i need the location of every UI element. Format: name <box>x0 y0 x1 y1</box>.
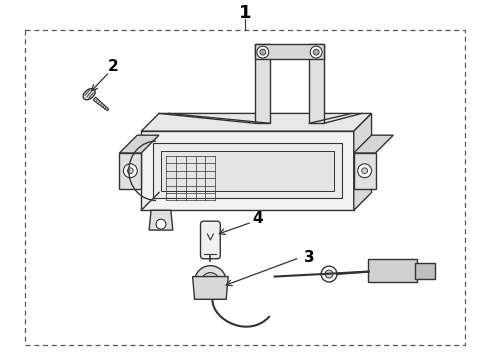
Polygon shape <box>149 210 173 230</box>
Polygon shape <box>354 153 375 189</box>
Polygon shape <box>354 113 371 210</box>
Polygon shape <box>93 97 109 111</box>
Circle shape <box>358 164 371 178</box>
Circle shape <box>127 168 133 174</box>
Bar <box>24 30 465 345</box>
Polygon shape <box>161 151 334 190</box>
Polygon shape <box>153 143 342 198</box>
Circle shape <box>362 168 368 174</box>
Text: 3: 3 <box>304 250 315 265</box>
Circle shape <box>325 270 333 278</box>
Polygon shape <box>120 135 159 153</box>
Circle shape <box>201 273 220 291</box>
Ellipse shape <box>83 89 95 100</box>
Polygon shape <box>120 153 141 189</box>
Circle shape <box>156 219 166 229</box>
Circle shape <box>123 164 137 178</box>
Circle shape <box>313 49 319 55</box>
Polygon shape <box>354 135 393 153</box>
FancyBboxPatch shape <box>368 259 417 283</box>
Polygon shape <box>255 44 324 59</box>
Polygon shape <box>193 276 228 299</box>
Circle shape <box>321 266 337 282</box>
Text: 1: 1 <box>239 4 251 22</box>
FancyBboxPatch shape <box>415 263 435 279</box>
Text: 4: 4 <box>252 211 263 226</box>
Polygon shape <box>141 131 354 210</box>
Circle shape <box>195 266 226 297</box>
Circle shape <box>260 49 266 55</box>
Polygon shape <box>255 44 270 123</box>
Circle shape <box>310 46 322 58</box>
Text: 2: 2 <box>108 59 119 75</box>
Polygon shape <box>309 44 324 123</box>
Circle shape <box>206 278 214 285</box>
FancyBboxPatch shape <box>200 221 220 259</box>
Circle shape <box>257 46 269 58</box>
Polygon shape <box>141 113 371 131</box>
